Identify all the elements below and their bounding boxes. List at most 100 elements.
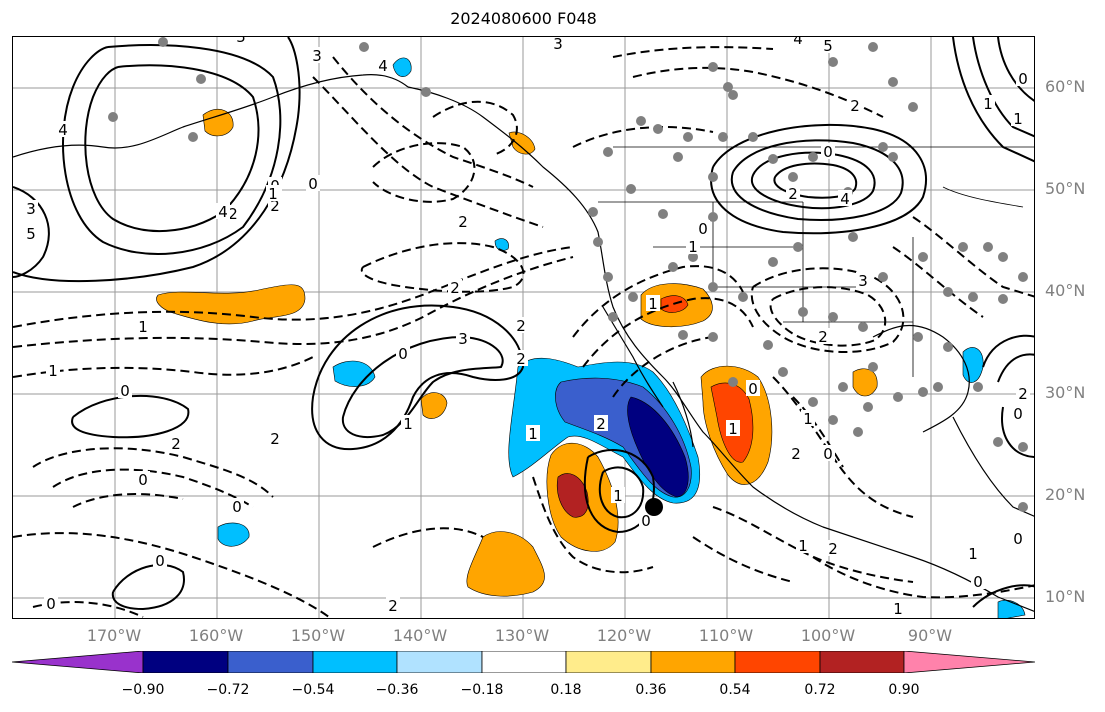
contour-label: 3 [858, 272, 868, 290]
shade-blue-se [997, 599, 1026, 618]
contour-label: 0 [1018, 70, 1028, 88]
lat-label-10n: 10°N [1045, 587, 1086, 606]
contour-label-bg [24, 200, 38, 216]
contour-label-bg [56, 121, 70, 137]
station-dot [868, 42, 878, 52]
contour-label: 0 [232, 498, 242, 516]
station-dot [738, 292, 748, 302]
colorbar-cell [481, 651, 567, 673]
station-dot [1018, 272, 1028, 282]
station-dot [728, 377, 738, 387]
colorbar-tick-label: −0.18 [460, 682, 504, 698]
station-dot [918, 387, 928, 397]
station-dot [778, 367, 788, 377]
contour-label: 1 [648, 295, 658, 313]
contour-label: 1 [798, 537, 808, 555]
station-dot [658, 209, 668, 219]
colorbar-tick-label: 0.18 [550, 682, 582, 698]
contour-label: 2 [818, 328, 828, 346]
station-dot [608, 312, 618, 322]
station-dot [708, 282, 718, 292]
lat-label-60n: 60°N [1045, 77, 1086, 96]
contour-label-bg [153, 552, 167, 568]
contour-label: 4 [218, 203, 228, 221]
contour-label-bg [594, 415, 608, 431]
shade-blue-bc [494, 238, 509, 251]
contour-label: 2 [171, 435, 181, 453]
contour-label-bg [526, 425, 540, 441]
contour-label: 1 [803, 410, 813, 428]
contour-label: 4 [58, 121, 68, 139]
contour-label: 1 [268, 185, 278, 203]
station-dot [793, 242, 803, 252]
colorbar-cell [565, 651, 652, 673]
contour-label-bg [786, 185, 800, 201]
contour-label: 0 [398, 345, 408, 363]
contour-label-bg [891, 600, 905, 616]
station-dot [673, 152, 683, 162]
station-dot [933, 382, 943, 392]
station-dot [908, 102, 918, 112]
station-dot [108, 112, 118, 122]
contour-label: 0 [973, 573, 983, 591]
contour-label-bg [456, 213, 470, 229]
contour-label: 4 [840, 190, 850, 208]
contour-label-bg [826, 540, 840, 556]
contour-label-bg [514, 317, 528, 333]
contour-label: 1 [1013, 110, 1023, 128]
contour-label-bg [268, 430, 282, 446]
contour-label: 5 [236, 37, 246, 46]
station-dot [196, 74, 206, 84]
contour-label-bg [646, 295, 660, 311]
station-dot [359, 42, 369, 52]
contour-label: 0 [46, 595, 56, 613]
station-dot [998, 294, 1008, 304]
colorbar-cell [819, 651, 905, 673]
contour-label-bg [611, 487, 625, 503]
colorbar-cell [734, 651, 821, 673]
station-dot [748, 132, 758, 142]
station-dot [943, 287, 953, 297]
lat-label-30n: 30°N [1045, 383, 1086, 402]
contour-label-bg [726, 420, 740, 436]
map-canvas: 4543202345202435421230012002122101222101… [13, 37, 1034, 618]
colorbar-cell [227, 651, 314, 673]
colorbar-cell [903, 651, 1035, 673]
station-dot [588, 207, 598, 217]
contour-label-bg [1011, 110, 1025, 126]
station-dot [828, 415, 838, 425]
station-dot [708, 212, 718, 222]
station-dot [853, 427, 863, 437]
station-dot [808, 397, 818, 407]
station-dot [808, 152, 818, 162]
contour-label: 2 [458, 213, 468, 231]
contour-label-bg [514, 350, 528, 366]
station-dot [718, 132, 728, 142]
station-dot [603, 147, 613, 157]
contour-label: 1 [893, 600, 903, 618]
station-dot [683, 132, 693, 142]
contour-label: 2 [791, 445, 801, 463]
contour-label-bg [456, 330, 470, 346]
station-dot [888, 152, 898, 162]
station-dot [788, 172, 798, 182]
contour-label-bg [216, 203, 230, 219]
contour-label: 0 [641, 512, 651, 530]
station-dot [188, 132, 198, 142]
station-dot [628, 292, 638, 302]
contour-label-bg [266, 185, 280, 201]
shade-red-hurricane [556, 473, 589, 518]
colorbar-tick-label: 0.90 [888, 682, 920, 698]
contour-label-bg [971, 573, 985, 589]
contour-label: 0 [155, 552, 165, 570]
plot-title: 2024080600 F048 [450, 9, 597, 28]
station-dot [763, 340, 773, 350]
station-dot [1018, 502, 1028, 512]
contour-label: 3 [312, 47, 322, 65]
contour-label: 1 [728, 420, 738, 438]
contour-label: 1 [403, 415, 413, 433]
contour-label-bg [169, 435, 183, 451]
station-dot [893, 392, 903, 402]
station-dot [626, 184, 636, 194]
contour-label-bg [796, 537, 810, 553]
